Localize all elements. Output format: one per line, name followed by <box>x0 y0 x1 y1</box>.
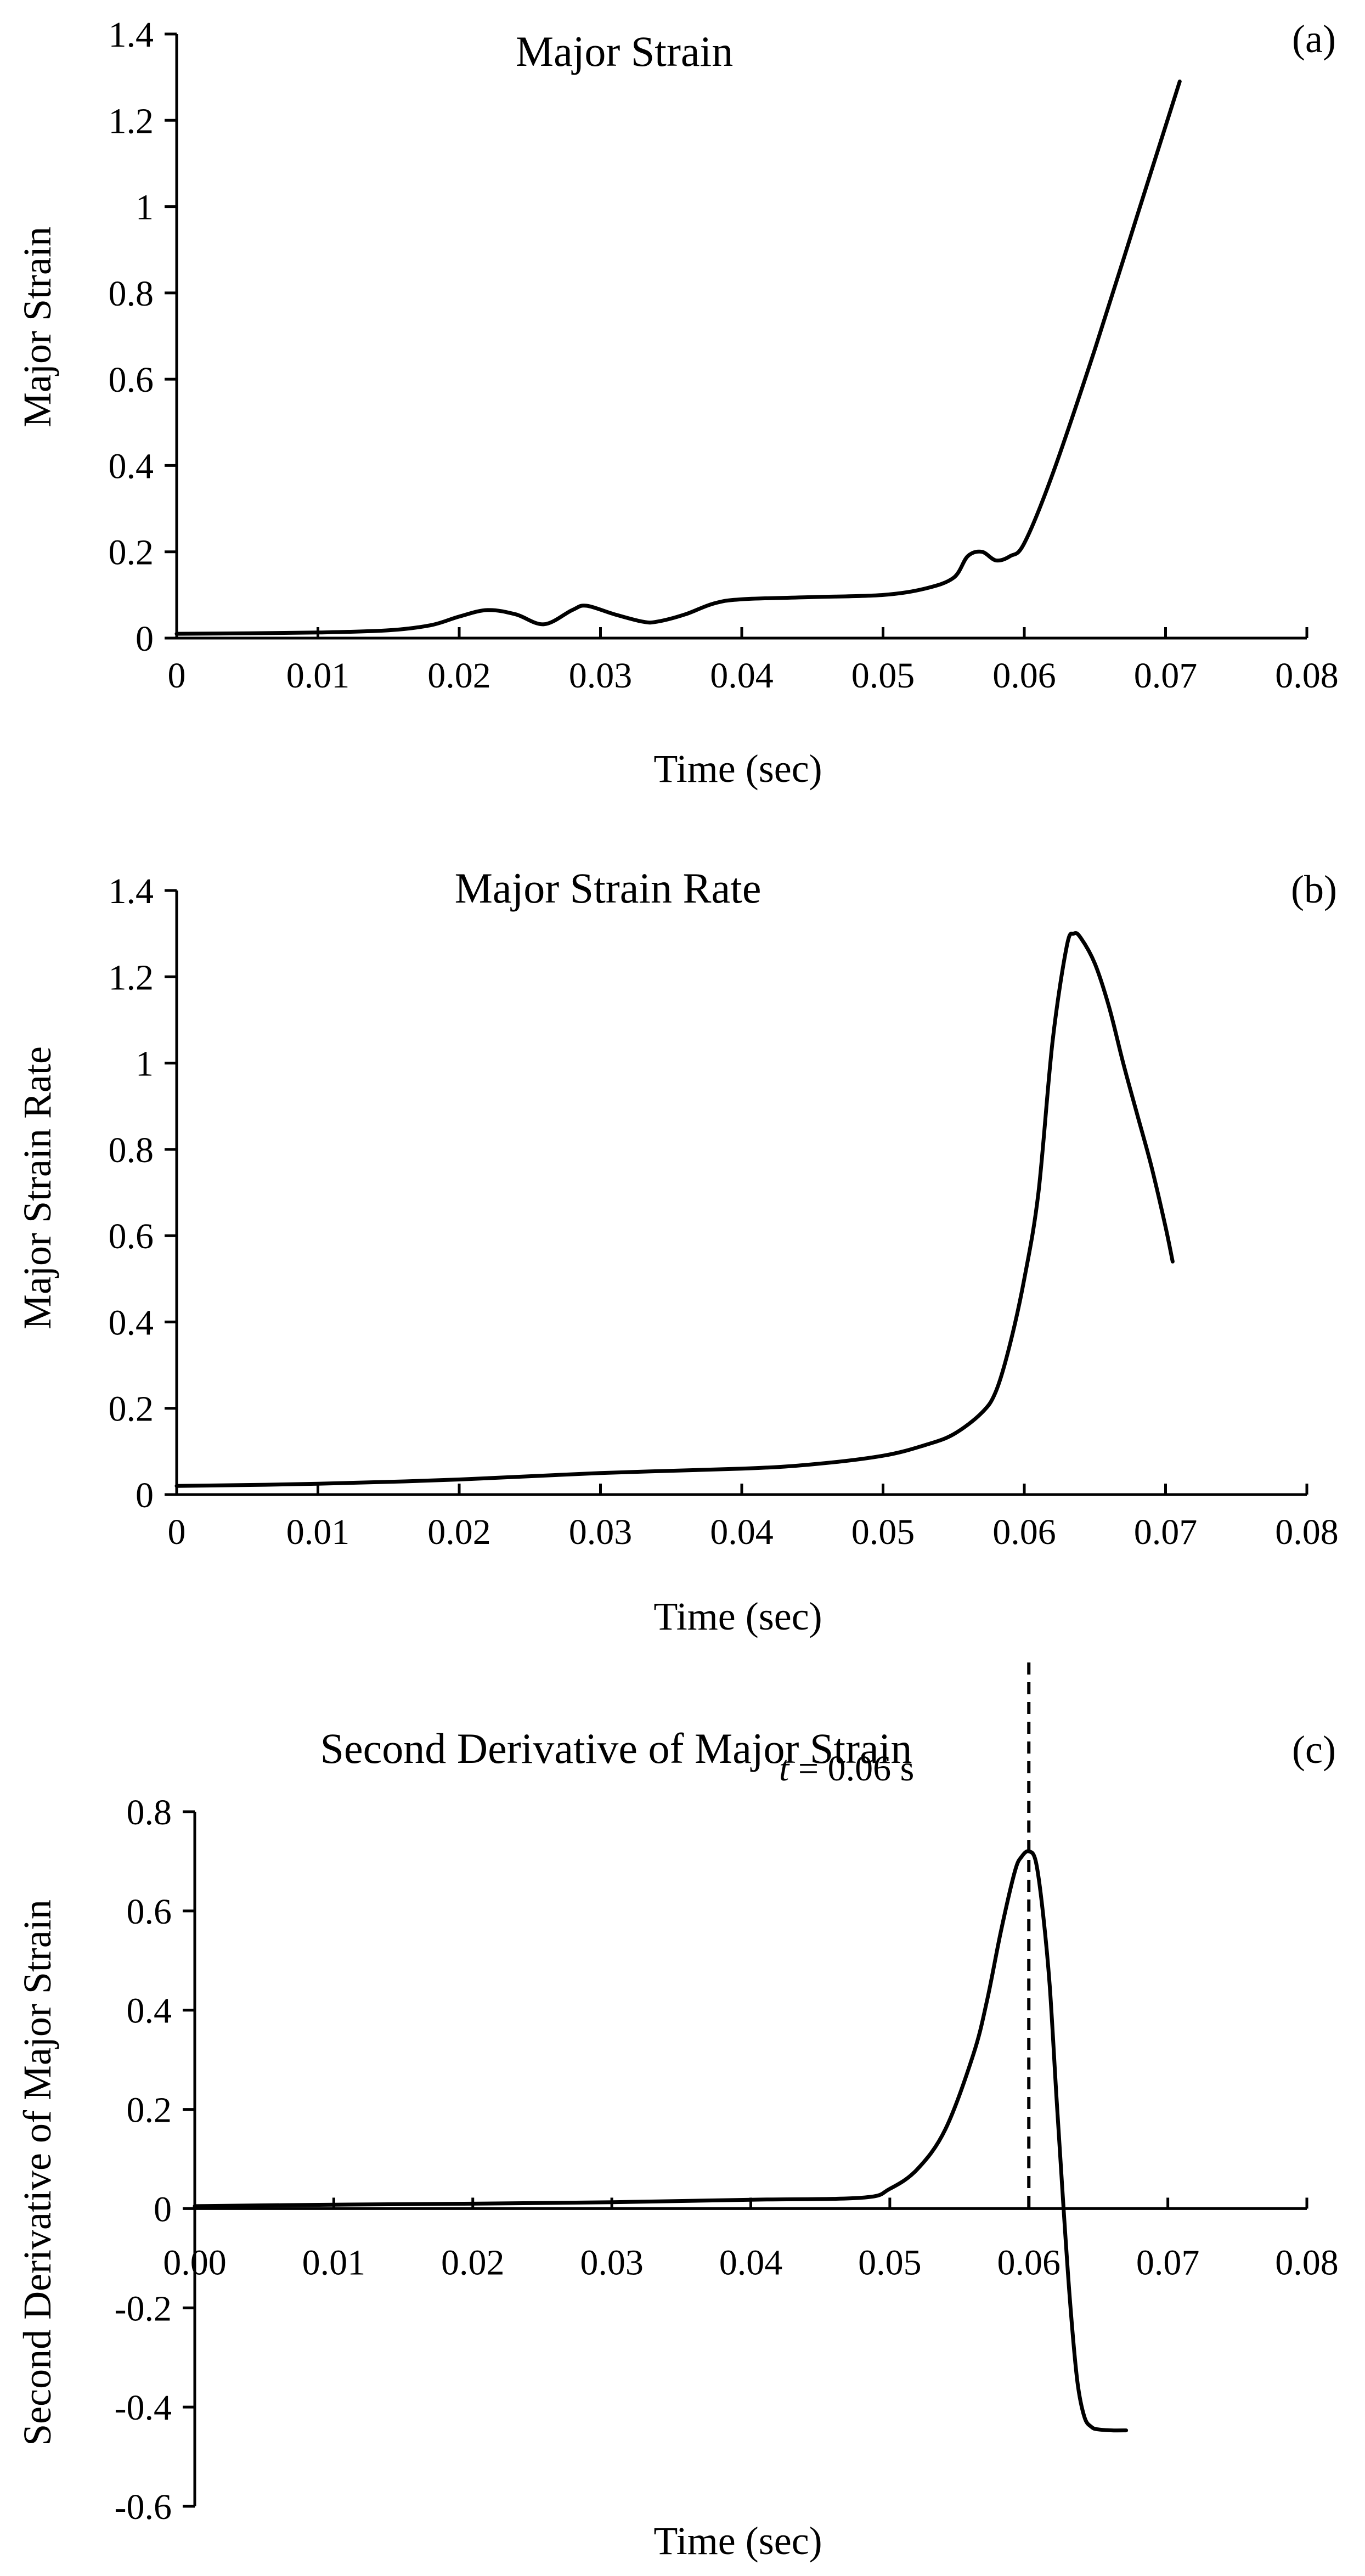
panel-a-x-tick-label: 0.05 <box>851 656 915 696</box>
panel-a-x-tick-label: 0 <box>168 656 186 696</box>
panel-a-y-tick-label: 1.4 <box>109 15 154 55</box>
panel-c-xlabel: Time (sec) <box>653 2519 822 2563</box>
panel-b-ticks: 0 0.2 0.4 0.6 0.8 1 1.2 1.4 0 0.01 0.02 0.03 0.04 0.0… <box>109 871 1339 1552</box>
panel-a-major-strain: Major Strain (a) Major Strain Time (sec)… <box>15 15 1339 791</box>
panel-c-ylabel: Second Derivative of Major Strain <box>15 1899 59 2446</box>
panel-a-x-tick-label: 0.08 <box>1275 656 1339 696</box>
panel-c-x-tick-label: 0.02 <box>441 2242 505 2282</box>
panel-b-series <box>174 931 1175 1488</box>
panel-b-tag: (b) <box>1291 867 1337 911</box>
panel-c-y-tick-label: -0.2 <box>115 2288 172 2329</box>
panel-c-x-tick-label: 0.07 <box>1136 2242 1200 2282</box>
panel-a-x-tick-label: 0.07 <box>1134 656 1198 696</box>
panel-a-series-line <box>174 80 1182 636</box>
panel-c-annotation-rest: = 0.06 s <box>789 1749 914 1789</box>
panel-c-y-tick-label: 0.6 <box>127 1892 172 1932</box>
panel-b-x-tick-label: 0.06 <box>992 1512 1056 1552</box>
panel-c-x-tick-label: 0.03 <box>580 2242 644 2282</box>
panel-c-series <box>193 1662 1129 2433</box>
panel-b-y-tick-label: 1.4 <box>109 871 154 911</box>
panel-b-xlabel: Time (sec) <box>653 1594 822 1638</box>
panel-b-x-tick-label: 0.07 <box>1134 1512 1198 1552</box>
panel-a-y-tick-label: 0.8 <box>109 274 154 314</box>
panel-c-annotation: t = 0.06 s <box>779 1749 914 1789</box>
panel-c-title: Second Derivative of Major Strain <box>320 1724 912 1772</box>
panel-b-x-tick-label: 0.05 <box>851 1512 915 1552</box>
panel-b-x-tick-label: 0.01 <box>286 1512 350 1552</box>
panel-b-y-tick-label: 0 <box>136 1475 154 1515</box>
panel-c-y-tick-label: 0 <box>154 2189 172 2229</box>
panel-a-y-tick-label: 0.6 <box>109 360 154 400</box>
panel-a-ticks: 0 0.2 0.4 0.6 0.8 1 1.2 1.4 0 0.01 0.02 0.03 0.04 0.0… <box>109 15 1339 696</box>
panel-a-x-tick-label: 0.06 <box>992 656 1056 696</box>
panel-b-ylabel: Major Strain Rate <box>15 1046 59 1329</box>
panel-a-series <box>174 80 1182 636</box>
panel-c-y-tick-label: -0.6 <box>115 2487 172 2527</box>
panel-b-x-tick-label: 0 <box>168 1512 186 1552</box>
panel-c-series-line <box>193 1849 1129 2433</box>
panel-c-y-tick-label: -0.4 <box>115 2388 172 2428</box>
panel-a-y-tick-label: 0.2 <box>109 533 154 573</box>
panel-c-x-tick-label: 0.00 <box>163 2242 227 2282</box>
panel-b-y-tick-label: 0.4 <box>109 1303 154 1343</box>
panel-c-second-derivative: Second Derivative of Major Strain (c) Se… <box>15 1662 1339 2563</box>
panel-a-x-tick-label: 0.03 <box>569 656 633 696</box>
panel-a-y-tick-label: 0.4 <box>109 446 154 486</box>
panel-c-x-tick-label: 0.01 <box>302 2242 366 2282</box>
panel-c-tag: (c) <box>1292 1728 1336 1772</box>
panel-c-y-tick-label: 0.4 <box>127 1991 172 2031</box>
panel-c-y-tick-label: 0.2 <box>127 2090 172 2130</box>
panel-b-y-tick-label: 0.2 <box>109 1389 154 1429</box>
panel-a-y-tick-label: 0 <box>136 619 154 659</box>
panel-c-x-tick-label: 0.08 <box>1275 2242 1339 2282</box>
panel-a-x-tick-label: 0.01 <box>286 656 350 696</box>
panel-b-y-tick-label: 0.8 <box>109 1130 154 1170</box>
panel-b-x-tick-label: 0.08 <box>1275 1512 1339 1552</box>
panel-b-major-strain-rate: Major Strain Rate (b) Major Strain Rate … <box>15 864 1339 1638</box>
panel-a-xlabel: Time (sec) <box>653 747 822 791</box>
panel-b-title: Major Strain Rate <box>455 864 762 912</box>
panel-a-y-tick-label: 1 <box>136 188 154 228</box>
panel-c-x-tick-label: 0.06 <box>997 2242 1061 2282</box>
panel-b-y-tick-label: 0.6 <box>109 1216 154 1256</box>
panel-a-x-tick-label: 0.02 <box>427 656 491 696</box>
panel-c-y-tick-label: 0.8 <box>127 1793 172 1833</box>
panel-a-x-tick-label: 0.04 <box>710 656 774 696</box>
panel-c-ticks: -0.6 -0.4 -0.2 0 0.2 0.4 0.6 0.8 0.00 0.01 0.02 0.0… <box>115 1793 1339 2527</box>
panel-c-annotation-var: t <box>779 1749 790 1789</box>
panel-b-x-tick-label: 0.03 <box>569 1512 633 1552</box>
panel-a-ylabel: Major Strain <box>15 227 59 427</box>
panel-c-x-tick-label: 0.04 <box>719 2242 783 2282</box>
panel-b-x-tick-label: 0.04 <box>710 1512 774 1552</box>
panel-a-title: Major Strain <box>516 27 733 75</box>
panel-b-y-tick-label: 1.2 <box>109 957 154 997</box>
panel-a-y-tick-label: 1.2 <box>109 101 154 141</box>
panel-c-x-tick-label: 0.05 <box>858 2242 922 2282</box>
panel-b-series-line <box>174 931 1175 1488</box>
panel-b-x-tick-label: 0.02 <box>427 1512 491 1552</box>
panel-b-y-tick-label: 1 <box>136 1044 154 1084</box>
panel-a-tag: (a) <box>1292 17 1336 61</box>
